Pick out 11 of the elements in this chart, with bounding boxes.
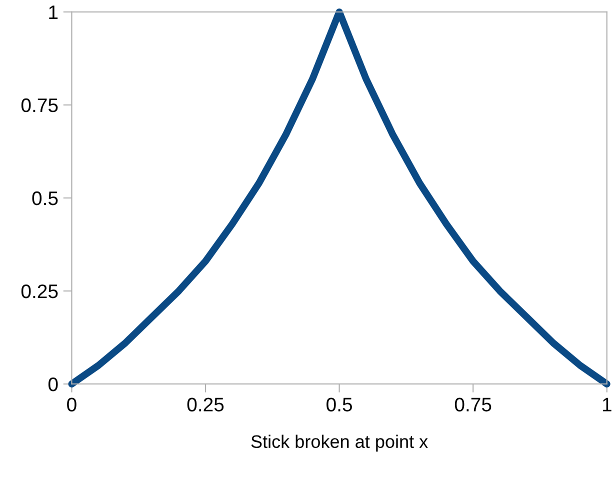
x-tick-label: 0 [67, 398, 76, 412]
x-tick-label: 0.25 [187, 398, 224, 412]
x-axis-title: Stick broken at point x [251, 434, 428, 452]
x-tick-label: 0.5 [326, 398, 352, 412]
x-tick-label: 0.75 [454, 398, 492, 412]
y-tick-label: 0.75 [21, 98, 58, 112]
y-tick-label: 0 [48, 377, 58, 392]
y-tick-label: 1 [49, 6, 58, 19]
y-tick-label: 0.5 [32, 191, 58, 206]
y-tick-label: 0.25 [21, 284, 58, 298]
x-tick-label: 1 [602, 398, 612, 412]
